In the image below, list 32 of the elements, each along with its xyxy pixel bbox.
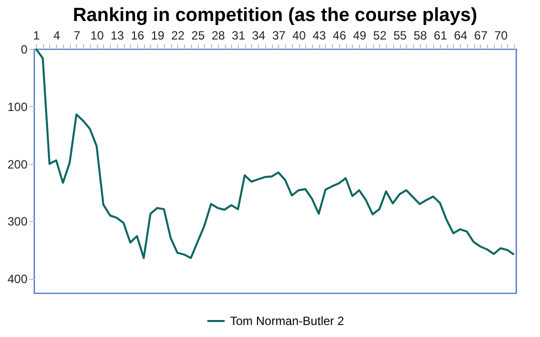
chart-title: Ranking in competition (as the course plays) (72, 5, 478, 26)
legend-label: Tom Norman-Butler 2 (230, 314, 344, 328)
x-tick-label: 70 (494, 28, 508, 42)
x-tick-label: 55 (393, 28, 408, 42)
x-tick-label: 13 (110, 28, 124, 42)
x-tick-label: 16 (130, 28, 144, 42)
x-tick-label: 25 (191, 28, 206, 42)
x-tick-label: 37 (272, 28, 286, 42)
x-tick-label: 34 (252, 28, 266, 42)
y-tick-label: 0 (20, 42, 28, 56)
x-tick-label: 61 (434, 28, 448, 42)
x-tick-label: 28 (212, 28, 226, 42)
x-tick-label: 43 (312, 28, 326, 42)
x-tick-label: 52 (373, 28, 387, 42)
x-tick-label: 4 (53, 28, 60, 42)
y-tick-label: 400 (7, 272, 28, 286)
line-series (35, 48, 515, 259)
x-tick-label: 46 (332, 28, 346, 42)
x-tick-label: 49 (352, 28, 367, 42)
y-tick-label: 200 (7, 157, 28, 172)
x-tick-label: 64 (454, 28, 468, 42)
x-tick-label: 31 (232, 28, 246, 42)
x-tick-label: 7 (74, 28, 81, 42)
y-tick-label: 100 (7, 100, 28, 114)
x-tick-label: 19 (151, 28, 165, 42)
x-tick-label: 58 (414, 28, 428, 42)
y-tick-label: 300 (7, 214, 28, 229)
x-tick-label: 67 (474, 28, 488, 42)
x-tick-label: 40 (292, 28, 306, 42)
x-tick-label: 22 (171, 28, 185, 42)
x-tick-label: 10 (90, 28, 104, 42)
x-tick-label: 1 (33, 28, 40, 42)
